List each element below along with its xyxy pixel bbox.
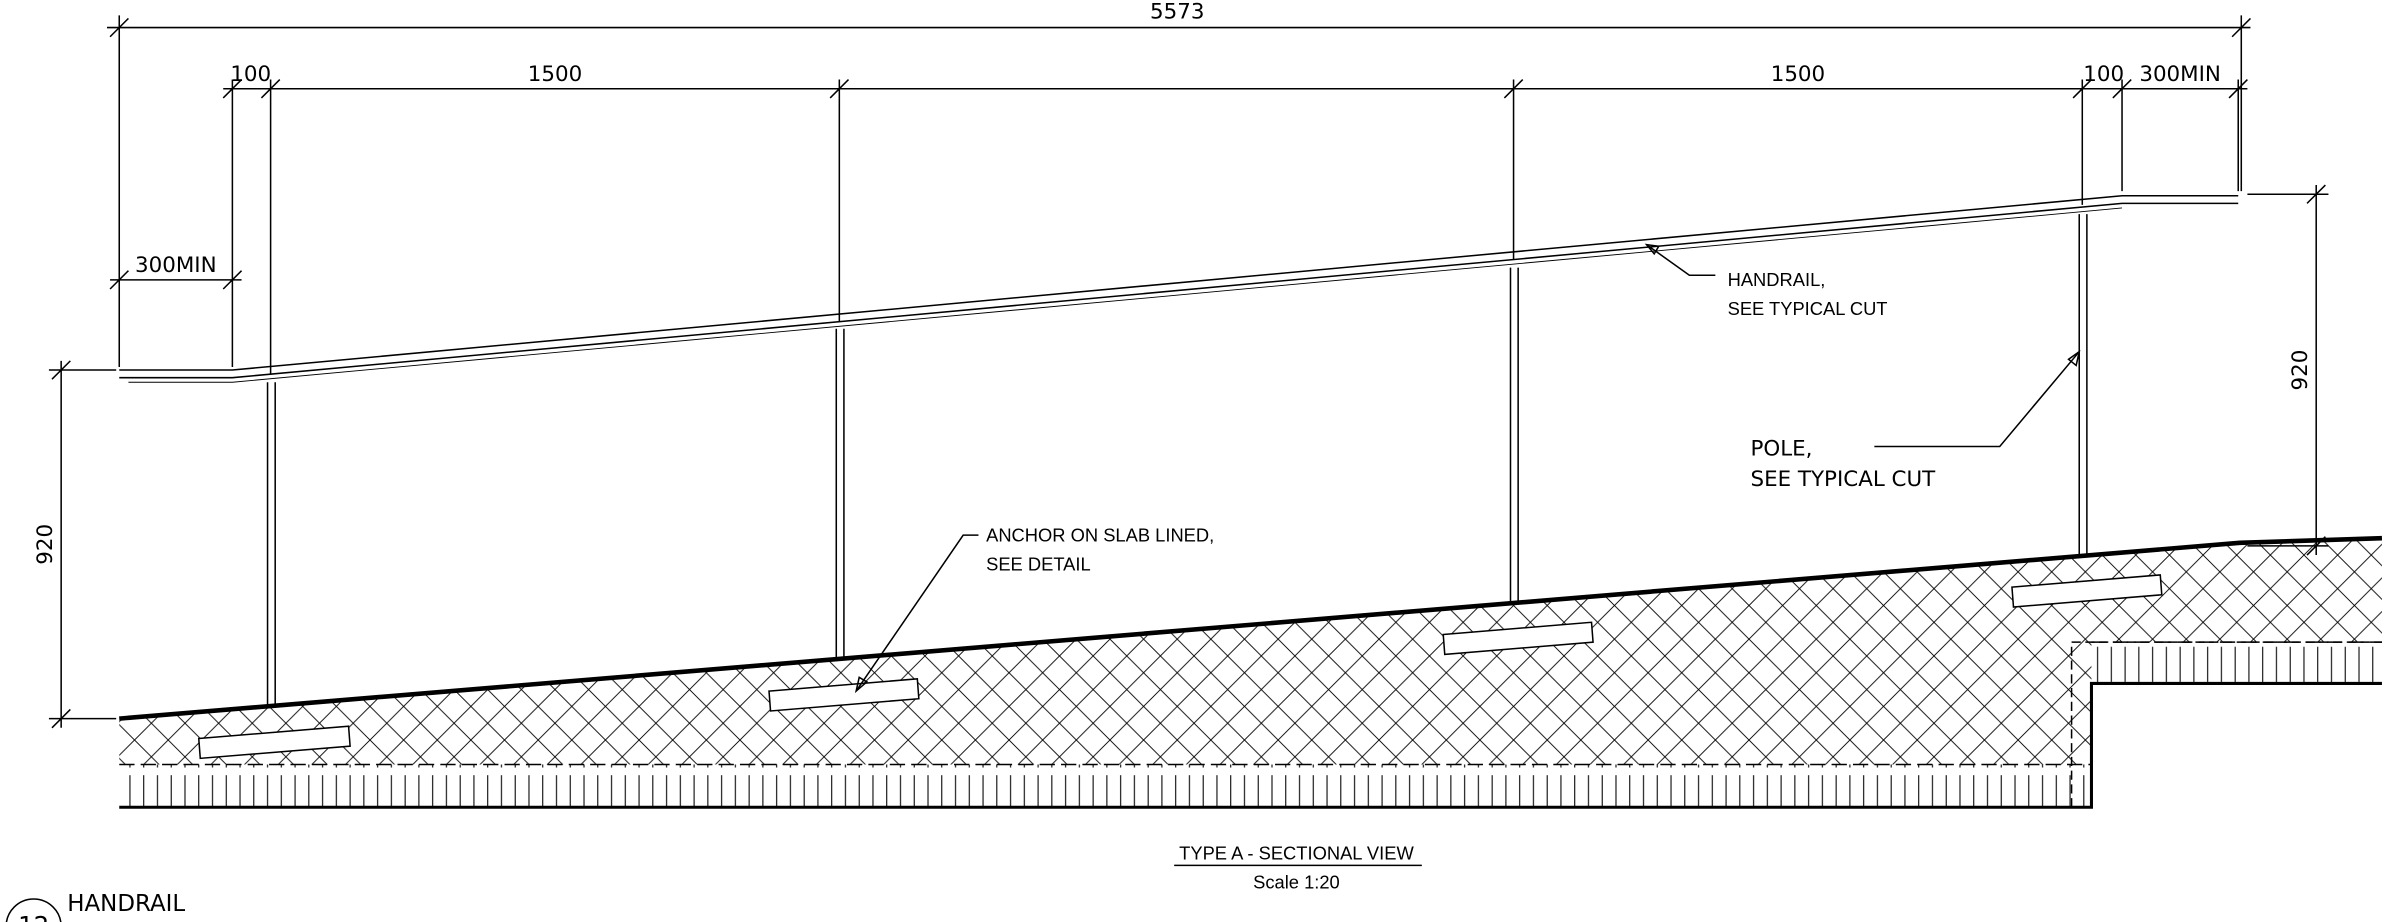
hatch [119,538,2382,765]
detail-bubble [5,898,62,922]
view-title: TYPE A - SECTIONAL VIEW [1179,842,1414,863]
strip [2091,642,2382,684]
detail-number: 12 [18,911,49,922]
dimensions [48,15,2329,729]
dimension-label: 1500 [528,62,582,87]
dimension-label: 100 [2083,62,2124,87]
dimension-label: 5573 [1150,0,1204,24]
slab-top [119,535,2383,721]
view-scale: Scale 1:20 [1253,871,1340,892]
annotation: SEE TYPICAL CUT [1751,467,1937,492]
dimension-label: 920 [2288,350,2313,391]
annotation: ANCHOR ON SLAB LINED, [986,524,1214,545]
dimension-label: 300MIN [2139,62,2221,87]
annotation: SEE DETAIL [986,553,1091,574]
handrail [119,194,2239,371]
dimension-label: 300MIN [135,253,217,278]
leaders [854,243,2081,694]
dimension-label: 100 [230,62,271,87]
dimension-label: 1500 [1771,62,1825,87]
poles [266,214,2088,707]
annotation: POLE, [1751,437,1813,462]
detail-name: HANDRAIL [67,891,185,917]
annotation: SEE TYPICAL CUT [1728,298,1888,319]
annotation: HANDRAIL, [1728,269,1826,290]
dimension-label: 920 [33,524,58,565]
line [119,681,2382,809]
handrail [128,207,2123,383]
anchors [197,574,2163,760]
strip [119,764,2092,808]
handrail [119,202,2239,379]
